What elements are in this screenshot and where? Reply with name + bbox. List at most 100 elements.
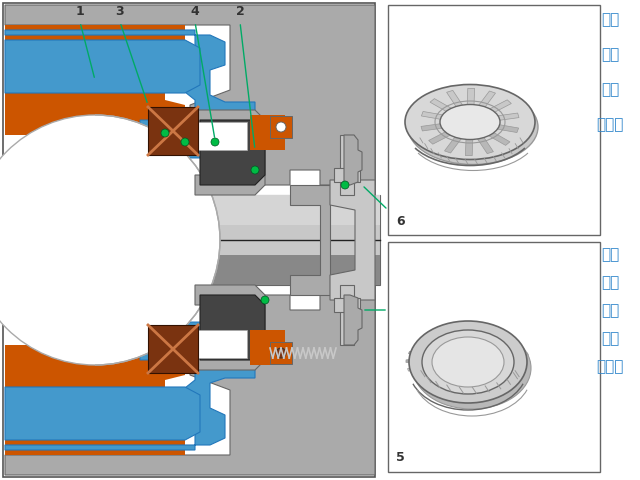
Text: 立体: 立体 [601, 48, 619, 62]
Text: 示意图: 示意图 [596, 118, 624, 132]
Polygon shape [515, 360, 530, 366]
Polygon shape [494, 378, 509, 386]
Bar [334, 298, 360, 312]
Polygon shape [445, 135, 462, 153]
Bar [270, 116, 292, 138]
Bar [340, 285, 354, 345]
Polygon shape [5, 5, 375, 185]
Ellipse shape [405, 84, 535, 159]
Polygon shape [195, 110, 265, 195]
Bar [340, 135, 354, 195]
Polygon shape [492, 124, 518, 132]
Polygon shape [290, 185, 330, 295]
Polygon shape [487, 100, 511, 114]
Text: 散热: 散热 [601, 248, 619, 263]
Circle shape [276, 348, 286, 358]
Polygon shape [430, 98, 454, 113]
Text: 结构: 结构 [601, 332, 619, 347]
Bar [3, 3, 375, 477]
Polygon shape [478, 91, 495, 108]
Polygon shape [512, 353, 529, 359]
Polygon shape [330, 180, 375, 300]
Polygon shape [477, 136, 493, 154]
Text: 风轮: 风轮 [601, 12, 619, 27]
Circle shape [181, 138, 189, 146]
Text: 3: 3 [116, 5, 124, 18]
Polygon shape [456, 384, 464, 393]
Text: 立体: 立体 [601, 303, 619, 319]
Polygon shape [414, 372, 430, 379]
Polygon shape [416, 344, 432, 351]
Polygon shape [483, 383, 493, 391]
Ellipse shape [413, 327, 531, 409]
Polygon shape [497, 338, 511, 347]
Polygon shape [5, 295, 375, 475]
Polygon shape [50, 195, 380, 285]
Bar [148, 107, 198, 155]
Bar [270, 342, 292, 364]
Circle shape [341, 181, 349, 189]
Polygon shape [467, 88, 475, 106]
Polygon shape [511, 366, 527, 372]
Polygon shape [458, 331, 467, 339]
Polygon shape [344, 135, 362, 185]
Polygon shape [447, 90, 463, 108]
Bar [388, 5, 600, 235]
Polygon shape [5, 40, 200, 93]
Bar [197, 330, 247, 358]
Polygon shape [140, 322, 215, 360]
Polygon shape [429, 130, 453, 144]
Polygon shape [250, 330, 285, 365]
Polygon shape [465, 138, 473, 156]
Bar [388, 242, 600, 472]
Polygon shape [5, 345, 185, 455]
Text: 4: 4 [191, 5, 200, 18]
Polygon shape [485, 334, 497, 342]
Circle shape [0, 115, 220, 365]
Ellipse shape [409, 321, 527, 403]
Bar [197, 122, 247, 150]
Ellipse shape [422, 330, 514, 394]
Bar [50, 255, 380, 285]
Text: 6: 6 [396, 215, 404, 228]
Polygon shape [439, 382, 451, 390]
Polygon shape [506, 345, 522, 352]
Ellipse shape [432, 337, 504, 387]
Ellipse shape [408, 89, 538, 165]
Text: 装置: 装置 [601, 276, 619, 290]
Bar [50, 195, 380, 225]
Polygon shape [406, 358, 421, 364]
Polygon shape [200, 120, 265, 185]
Polygon shape [421, 111, 448, 120]
Polygon shape [425, 377, 440, 385]
Polygon shape [200, 295, 265, 360]
Polygon shape [5, 387, 200, 440]
Polygon shape [442, 333, 454, 341]
Polygon shape [421, 123, 447, 131]
Polygon shape [504, 373, 520, 381]
Polygon shape [5, 30, 255, 132]
Polygon shape [493, 113, 519, 121]
Polygon shape [140, 120, 215, 158]
Circle shape [276, 122, 286, 132]
Text: 示意图: 示意图 [596, 360, 624, 374]
Polygon shape [5, 25, 185, 135]
Polygon shape [408, 365, 424, 371]
Polygon shape [408, 351, 425, 358]
Text: 结构: 结构 [601, 83, 619, 97]
Bar [334, 168, 360, 182]
Polygon shape [472, 331, 480, 339]
Text: 5: 5 [396, 451, 404, 464]
Text: 1: 1 [76, 5, 84, 18]
Circle shape [261, 296, 269, 304]
Polygon shape [195, 285, 265, 370]
Polygon shape [469, 385, 477, 393]
Ellipse shape [440, 105, 500, 140]
Circle shape [211, 138, 219, 146]
Text: 2: 2 [236, 5, 244, 18]
Polygon shape [5, 348, 255, 450]
Bar [148, 325, 198, 373]
Polygon shape [250, 115, 285, 150]
Polygon shape [428, 337, 442, 346]
Circle shape [161, 129, 169, 137]
